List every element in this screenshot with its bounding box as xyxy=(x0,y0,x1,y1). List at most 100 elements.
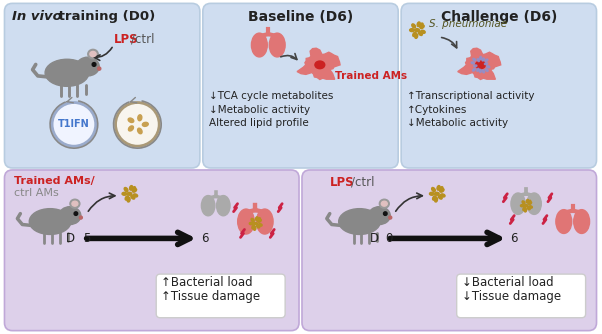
FancyBboxPatch shape xyxy=(203,3,398,168)
Circle shape xyxy=(52,103,96,146)
Ellipse shape xyxy=(486,66,490,68)
Ellipse shape xyxy=(521,204,524,207)
Ellipse shape xyxy=(526,199,529,203)
Circle shape xyxy=(79,216,82,219)
Ellipse shape xyxy=(202,196,215,216)
Text: Trained AMs/: Trained AMs/ xyxy=(14,176,95,186)
Ellipse shape xyxy=(527,207,530,210)
Text: 5: 5 xyxy=(83,232,90,245)
Ellipse shape xyxy=(418,32,423,35)
Text: ↑Tissue damage: ↑Tissue damage xyxy=(161,290,260,303)
Text: 0: 0 xyxy=(385,232,393,245)
Ellipse shape xyxy=(440,189,444,192)
Ellipse shape xyxy=(132,187,135,191)
Text: In vivo: In vivo xyxy=(13,10,62,23)
Ellipse shape xyxy=(528,200,531,203)
Ellipse shape xyxy=(524,204,528,207)
Text: ↑Bacterial load: ↑Bacterial load xyxy=(161,276,253,289)
Ellipse shape xyxy=(59,207,81,224)
Circle shape xyxy=(116,103,159,146)
Text: D: D xyxy=(66,232,75,245)
Text: Baseline (D6): Baseline (D6) xyxy=(249,10,353,24)
Ellipse shape xyxy=(70,199,80,208)
Text: ↓Metabolic activity: ↓Metabolic activity xyxy=(209,105,310,115)
Ellipse shape xyxy=(485,59,488,61)
Ellipse shape xyxy=(127,192,132,195)
Ellipse shape xyxy=(29,209,71,234)
Ellipse shape xyxy=(480,56,482,59)
FancyBboxPatch shape xyxy=(156,274,285,318)
Ellipse shape xyxy=(129,186,132,190)
Text: /ctrl: /ctrl xyxy=(131,33,155,45)
Ellipse shape xyxy=(125,196,129,200)
Ellipse shape xyxy=(251,218,254,222)
Ellipse shape xyxy=(122,192,126,195)
Ellipse shape xyxy=(238,209,254,234)
Ellipse shape xyxy=(128,118,134,123)
FancyBboxPatch shape xyxy=(302,170,597,331)
Ellipse shape xyxy=(258,224,262,226)
Ellipse shape xyxy=(90,51,96,57)
Ellipse shape xyxy=(409,29,414,32)
Ellipse shape xyxy=(133,194,138,197)
Ellipse shape xyxy=(421,30,425,33)
Circle shape xyxy=(389,216,392,219)
Ellipse shape xyxy=(255,217,258,220)
Circle shape xyxy=(98,67,101,70)
Text: T1IFN: T1IFN xyxy=(58,119,90,129)
Ellipse shape xyxy=(471,62,474,64)
Ellipse shape xyxy=(524,208,527,212)
Ellipse shape xyxy=(131,195,135,199)
Ellipse shape xyxy=(420,25,424,28)
Ellipse shape xyxy=(124,187,128,192)
Ellipse shape xyxy=(368,207,390,224)
Ellipse shape xyxy=(412,24,415,28)
Ellipse shape xyxy=(522,201,525,204)
Text: ↓Bacterial load: ↓Bacterial load xyxy=(462,276,553,289)
Ellipse shape xyxy=(485,63,488,65)
Ellipse shape xyxy=(482,58,485,61)
Text: LPS: LPS xyxy=(330,176,355,189)
Ellipse shape xyxy=(474,65,477,67)
Ellipse shape xyxy=(72,201,78,206)
Text: ↓Tissue damage: ↓Tissue damage xyxy=(462,290,561,303)
Ellipse shape xyxy=(252,225,255,229)
FancyBboxPatch shape xyxy=(4,170,299,331)
Text: D: D xyxy=(370,232,379,245)
Ellipse shape xyxy=(88,49,98,59)
Ellipse shape xyxy=(315,61,324,69)
Ellipse shape xyxy=(128,126,134,131)
Ellipse shape xyxy=(76,57,99,76)
Polygon shape xyxy=(458,48,501,79)
Text: ↓TCA cycle metabolites: ↓TCA cycle metabolites xyxy=(209,91,333,101)
Ellipse shape xyxy=(415,29,420,32)
Ellipse shape xyxy=(413,32,416,36)
Ellipse shape xyxy=(381,201,387,206)
FancyBboxPatch shape xyxy=(401,3,597,168)
Ellipse shape xyxy=(138,128,142,134)
Ellipse shape xyxy=(473,58,476,61)
Ellipse shape xyxy=(437,186,440,190)
Ellipse shape xyxy=(477,58,479,62)
Ellipse shape xyxy=(438,195,442,199)
Ellipse shape xyxy=(138,115,142,121)
Ellipse shape xyxy=(142,122,148,126)
Ellipse shape xyxy=(258,219,261,222)
Text: 6: 6 xyxy=(510,232,518,245)
Ellipse shape xyxy=(482,70,485,73)
Ellipse shape xyxy=(269,33,285,57)
Ellipse shape xyxy=(127,197,130,202)
Ellipse shape xyxy=(435,197,438,202)
Ellipse shape xyxy=(435,192,439,195)
Text: Challenge (D6): Challenge (D6) xyxy=(441,10,557,24)
Text: 6: 6 xyxy=(201,232,208,245)
Text: /ctrl: /ctrl xyxy=(350,176,374,189)
Text: LPS: LPS xyxy=(114,33,138,45)
Text: ↑Transcriptional activity: ↑Transcriptional activity xyxy=(407,91,535,101)
Ellipse shape xyxy=(432,187,435,192)
Ellipse shape xyxy=(439,187,443,191)
Text: ctrl AMs: ctrl AMs xyxy=(14,188,59,198)
Ellipse shape xyxy=(433,196,436,200)
Ellipse shape xyxy=(574,210,589,233)
Ellipse shape xyxy=(217,196,230,216)
